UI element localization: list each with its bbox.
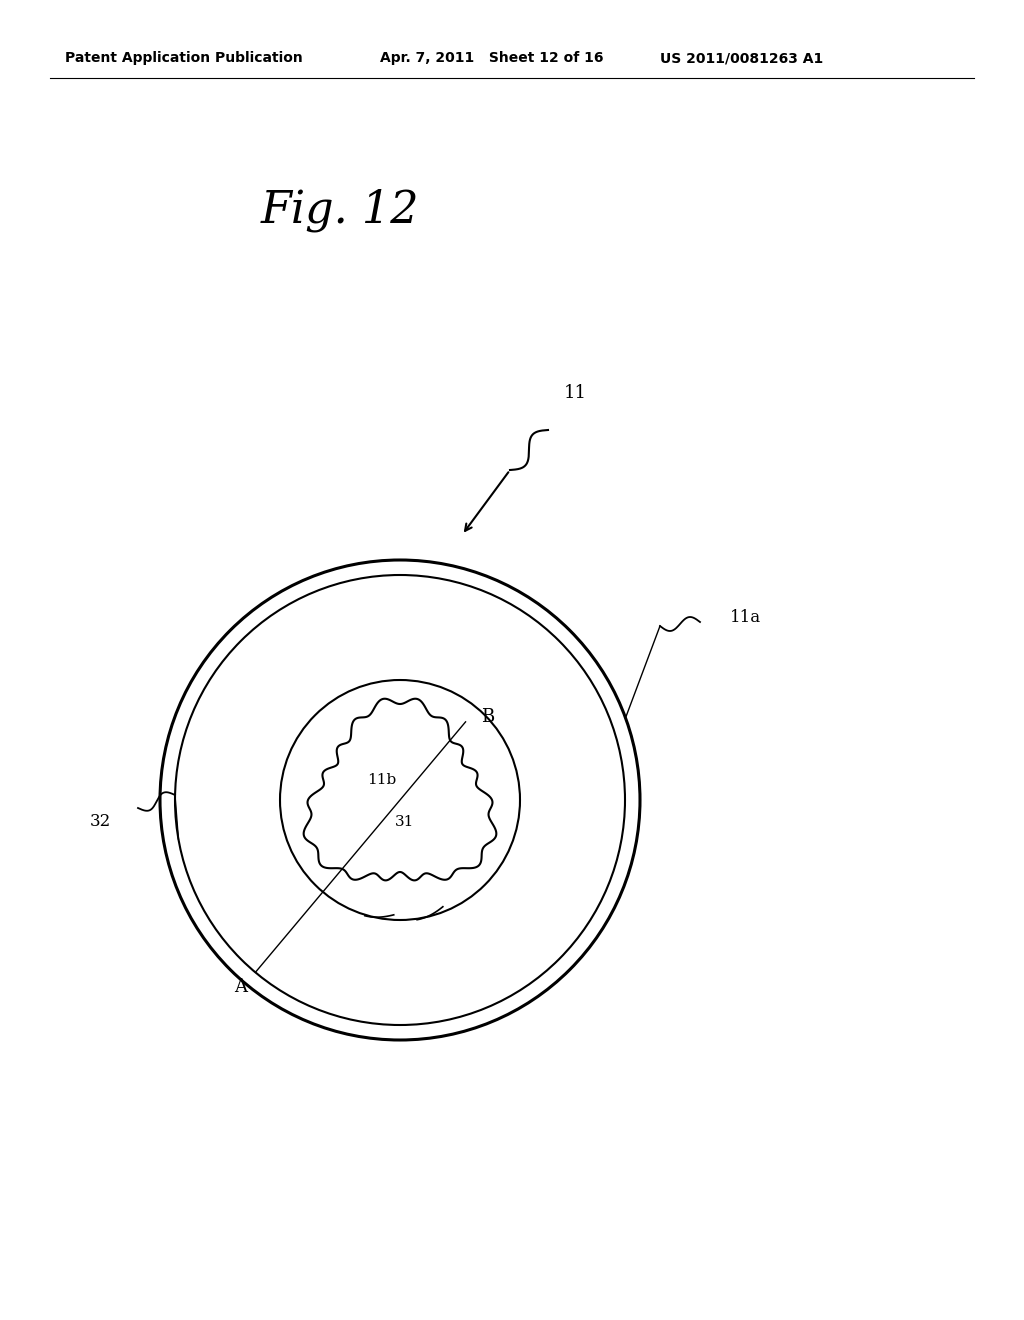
Text: 31: 31 <box>395 814 415 829</box>
Text: Patent Application Publication: Patent Application Publication <box>65 51 303 65</box>
Text: B: B <box>481 708 495 726</box>
Text: 32: 32 <box>90 813 112 830</box>
Text: Fig. 12: Fig. 12 <box>261 189 419 232</box>
Text: 11b: 11b <box>368 774 396 787</box>
Polygon shape <box>304 698 497 880</box>
Text: 11: 11 <box>563 384 587 403</box>
Text: 11a: 11a <box>730 610 761 627</box>
Text: Apr. 7, 2011   Sheet 12 of 16: Apr. 7, 2011 Sheet 12 of 16 <box>380 51 603 65</box>
Text: A: A <box>233 978 247 997</box>
Text: US 2011/0081263 A1: US 2011/0081263 A1 <box>660 51 823 65</box>
